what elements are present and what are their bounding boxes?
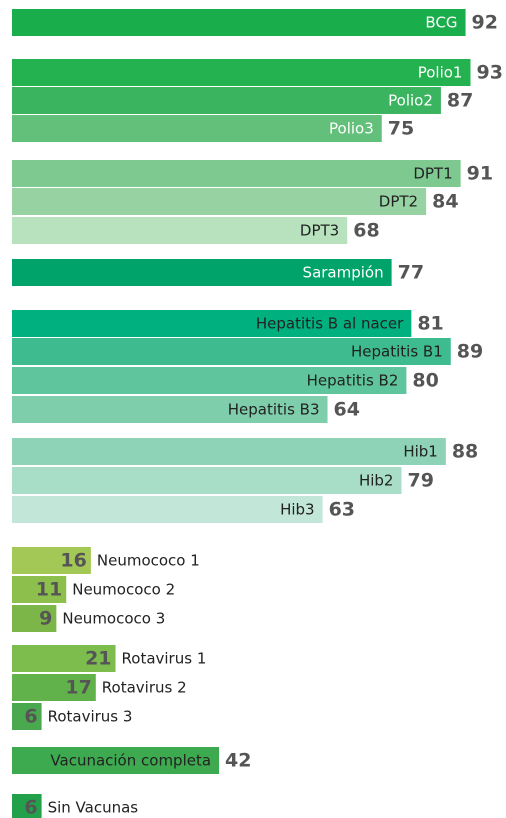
- bar: [12, 438, 446, 465]
- bar: [12, 703, 42, 730]
- category-label: Neumococo 1: [97, 552, 200, 570]
- value-label: 6: [24, 706, 37, 728]
- category-label: DPT3: [300, 222, 339, 240]
- bar: [12, 188, 427, 215]
- value-label: 84: [432, 191, 458, 213]
- value-label: 64: [334, 399, 360, 421]
- bar: [12, 310, 412, 337]
- category-label: Hepatitis B1: [351, 343, 443, 361]
- bar: [12, 645, 116, 672]
- bar: [12, 367, 407, 394]
- bar: [12, 59, 471, 86]
- bar: [12, 160, 461, 187]
- value-label: 81: [417, 313, 443, 335]
- bar: [12, 747, 220, 774]
- value-label: 91: [467, 163, 493, 185]
- bar: [12, 396, 328, 423]
- category-label: Hepatitis B al nacer: [256, 315, 404, 333]
- value-label: 11: [36, 579, 62, 601]
- bar: [12, 605, 57, 632]
- category-label: Rotavirus 2: [102, 679, 187, 697]
- category-label: Sarampión: [303, 264, 384, 282]
- bar: [12, 259, 392, 286]
- value-label: 6: [24, 797, 37, 818]
- category-label: Sin Vacunas: [48, 799, 139, 817]
- category-label: Rotavirus 1: [122, 650, 207, 668]
- value-label: 21: [85, 648, 111, 670]
- bar: [12, 794, 42, 818]
- value-label: 87: [447, 90, 473, 112]
- category-label: Rotavirus 3: [48, 708, 133, 726]
- value-label: 80: [412, 370, 438, 392]
- category-label: Polio3: [329, 120, 374, 138]
- value-label: 93: [476, 62, 502, 84]
- category-label: Polio1: [418, 64, 463, 82]
- category-label: Hib2: [359, 472, 394, 490]
- bar: [12, 467, 402, 494]
- category-label: Neumococo 2: [72, 581, 175, 599]
- bar: [12, 338, 451, 365]
- value-label: 89: [457, 341, 483, 363]
- value-label: 9: [39, 608, 52, 630]
- value-label: 42: [225, 750, 251, 772]
- bar: [12, 674, 96, 701]
- value-label: 17: [65, 677, 91, 699]
- category-label: DPT2: [379, 193, 418, 211]
- value-label: 88: [452, 441, 478, 463]
- category-label: Polio2: [388, 92, 433, 110]
- bar: [12, 547, 91, 574]
- bar: [12, 217, 348, 244]
- category-label: Hepatitis B2: [307, 372, 399, 390]
- bar: [12, 576, 67, 603]
- bar: [12, 496, 323, 523]
- value-label: 63: [329, 499, 355, 521]
- category-label: Hib3: [280, 501, 315, 519]
- category-label: BCG: [425, 14, 457, 32]
- bar: [12, 87, 441, 114]
- bar: [12, 9, 466, 36]
- category-label: DPT1: [413, 165, 452, 183]
- value-label: 75: [388, 118, 414, 140]
- category-label: Hib1: [403, 443, 438, 461]
- value-label: 79: [407, 470, 433, 492]
- category-label: Vacunación completa: [50, 752, 211, 770]
- bar: [12, 115, 382, 142]
- value-label: 68: [353, 220, 379, 242]
- value-label: 77: [398, 262, 424, 284]
- value-label: 92: [472, 12, 498, 34]
- value-label: 16: [60, 550, 86, 572]
- category-label: Neumococo 3: [62, 610, 165, 628]
- category-label: Hepatitis B3: [228, 401, 320, 419]
